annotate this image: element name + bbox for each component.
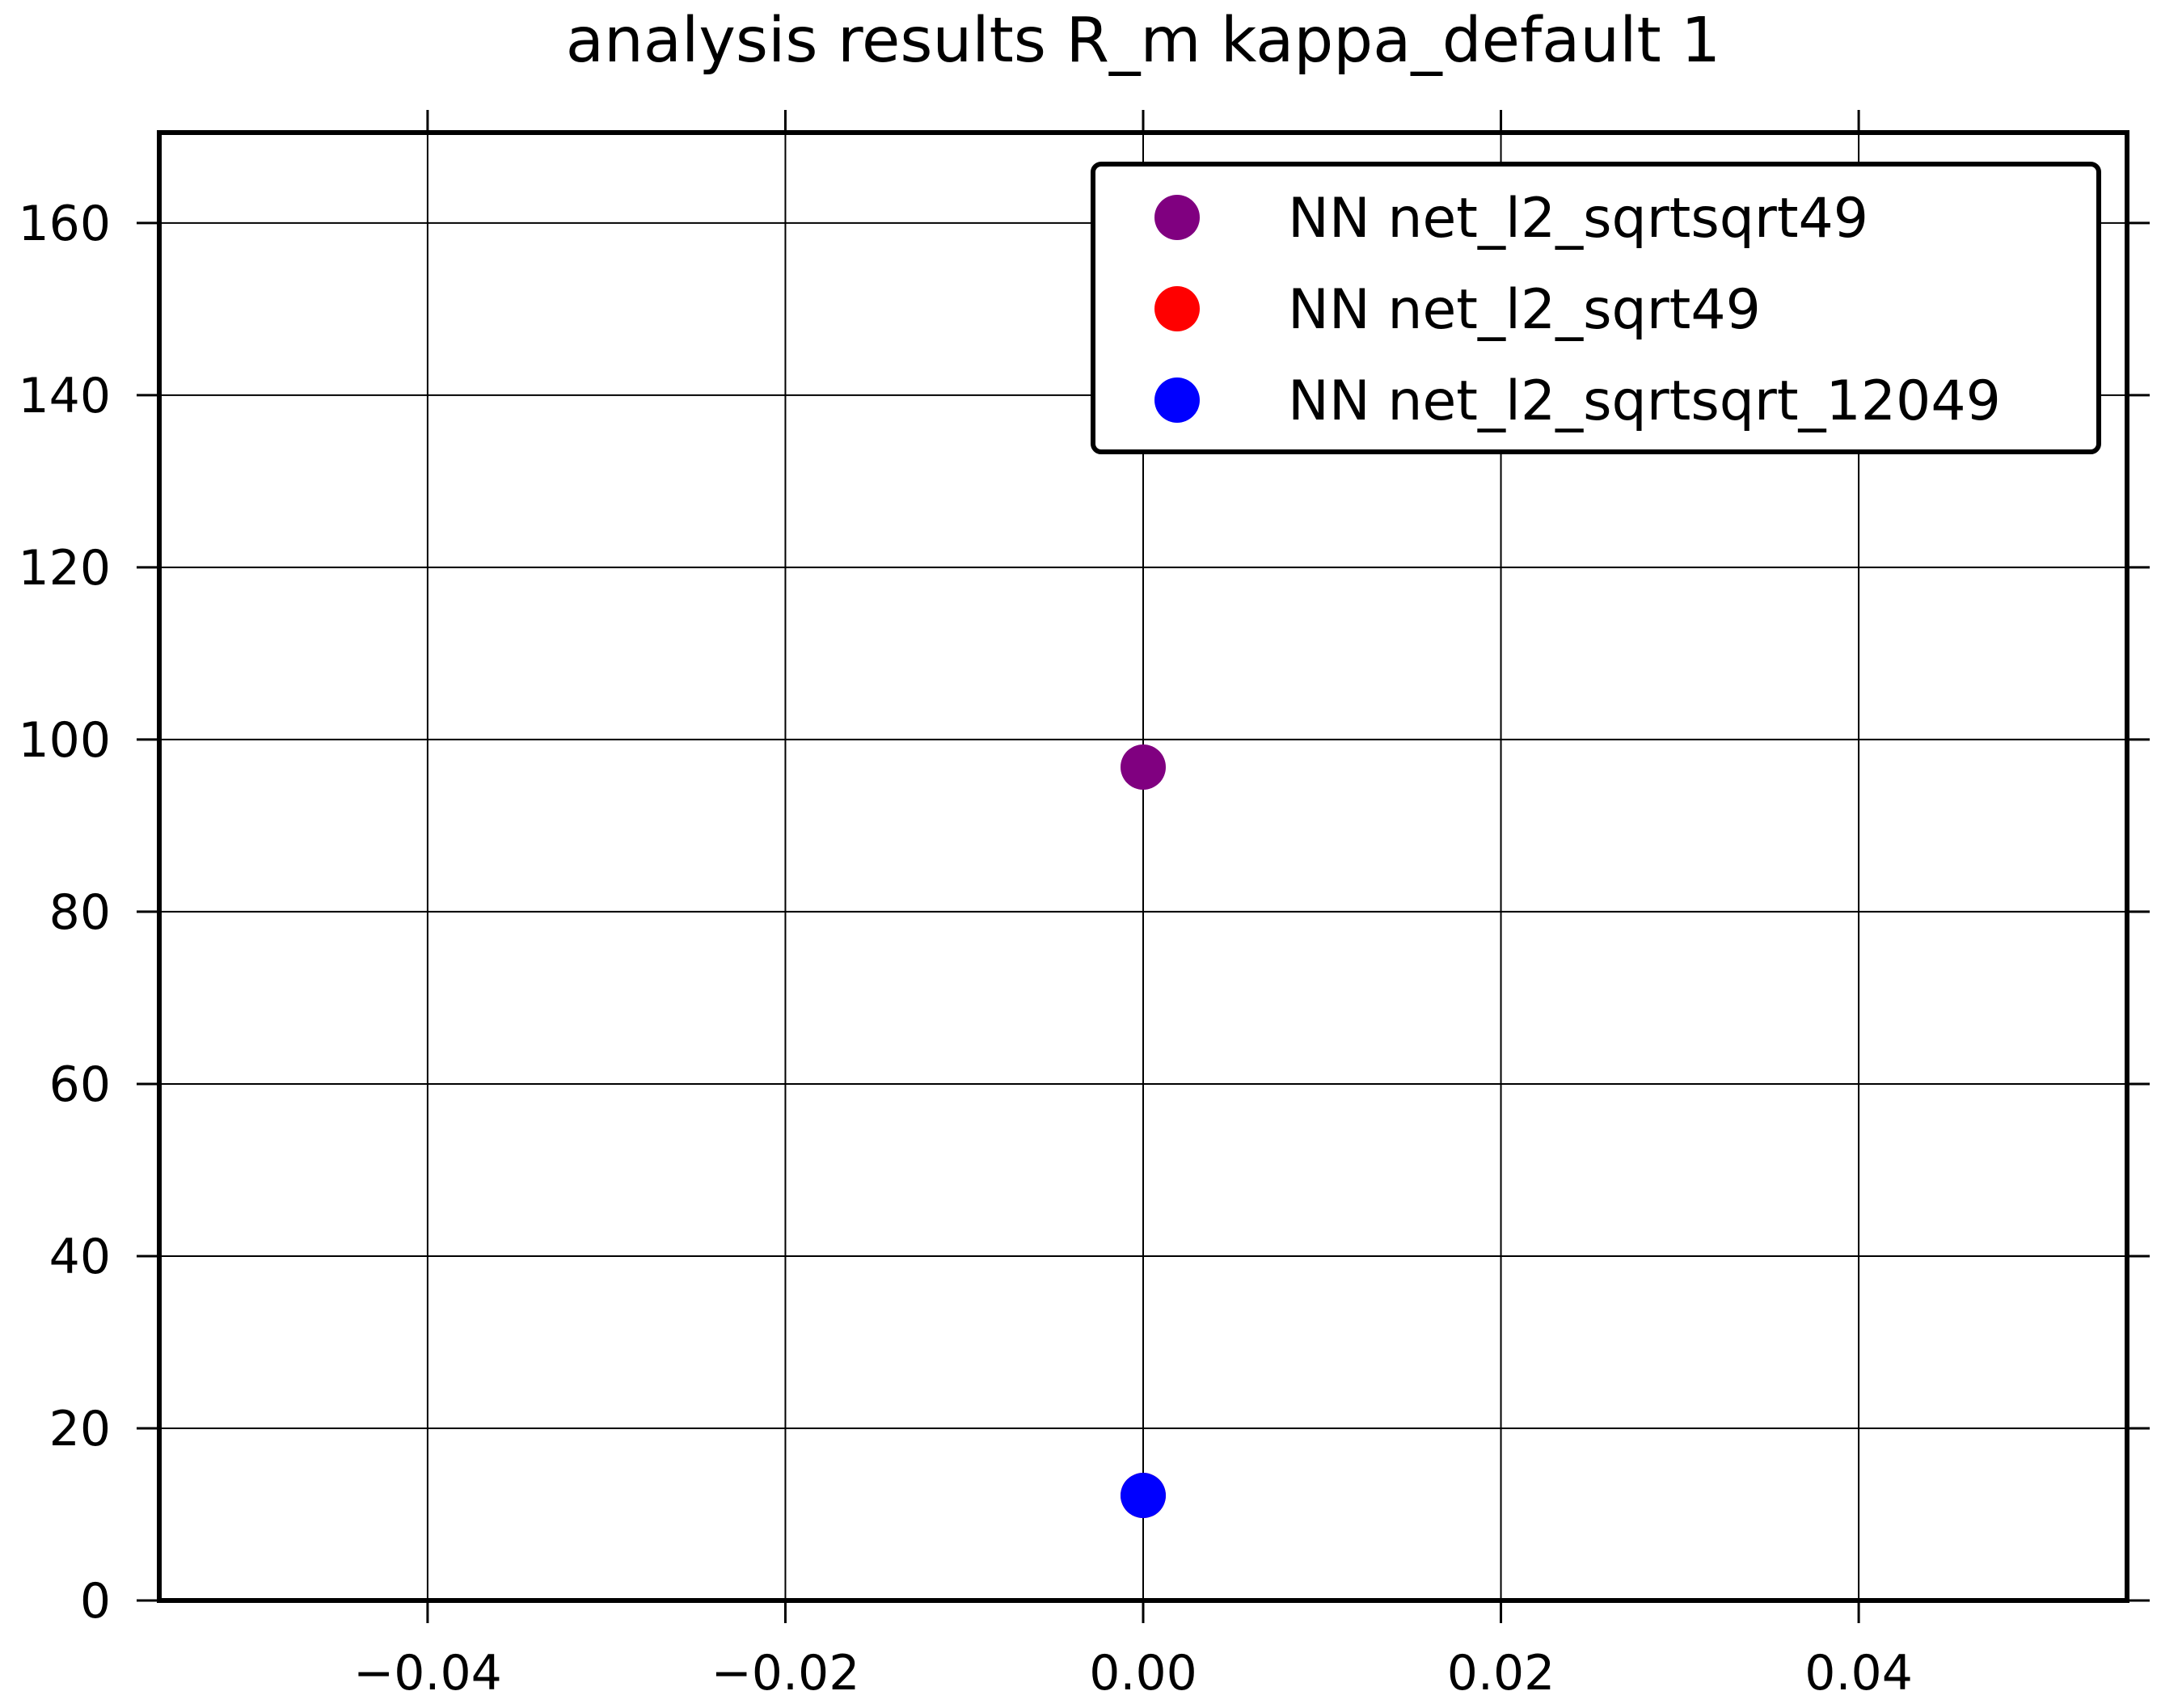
chart-title: analysis results R_m kappa_default 1 <box>566 5 1720 77</box>
x-tick-label: 0.04 <box>1804 1645 1913 1702</box>
y-tick-label: 80 <box>49 884 111 941</box>
legend-label-1: NN net_l2_sqrtsqrt49 <box>1288 187 1868 251</box>
legend-marker-1 <box>1154 195 1200 240</box>
data-point-1 <box>1121 744 1166 790</box>
y-tick-label: 100 <box>18 712 111 769</box>
y-tick-label: 140 <box>18 368 111 424</box>
data-point-3 <box>1121 1473 1166 1519</box>
plot-area-frame <box>157 130 2129 1603</box>
legend-marker-2 <box>1154 286 1200 331</box>
axis-ticks: −0.04 −0.02 0.00 0.02 0.04 0 20 40 60 80 100 120 140… <box>18 110 2150 1702</box>
y-tick-label: 160 <box>18 196 111 252</box>
y-tick-label: 60 <box>49 1056 111 1113</box>
x-tick-label: −0.02 <box>711 1645 860 1702</box>
y-tick-label: 120 <box>18 540 111 597</box>
x-tick-label: 0.00 <box>1089 1645 1197 1702</box>
x-tick-label: 0.02 <box>1447 1645 1555 1702</box>
legend-label-2: NN net_l2_sqrt49 <box>1288 278 1761 342</box>
x-tick-label: −0.04 <box>353 1645 502 1702</box>
legend-marker-3 <box>1154 377 1200 423</box>
legend-box <box>1091 162 2101 454</box>
y-tick-label: 20 <box>49 1401 111 1457</box>
data-points <box>1121 744 1166 1519</box>
y-tick-label: 0 <box>80 1573 111 1630</box>
legend: NN net_l2_sqrtsqrt49 NN net_l2_sqrt49 NN n… <box>1091 162 2101 454</box>
y-tick-label: 40 <box>49 1229 111 1285</box>
legend-label-3: NN net_l2_sqrtsqrt_12049 <box>1288 369 2001 433</box>
